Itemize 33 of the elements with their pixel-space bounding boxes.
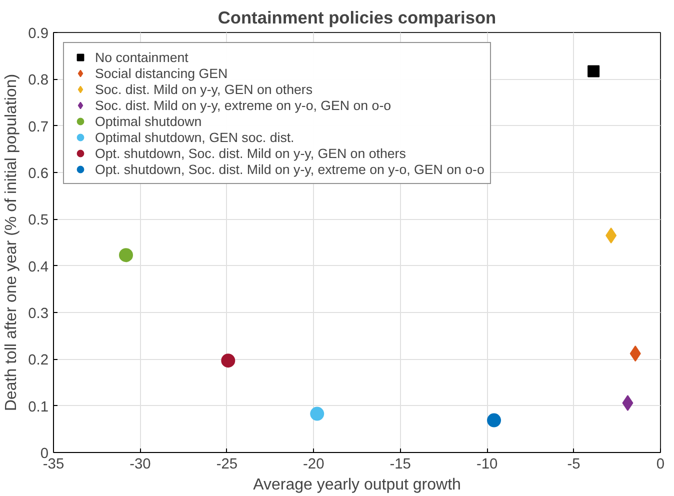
point (221, 354, 236, 368)
point (310, 406, 324, 421)
point (487, 413, 502, 428)
y-tick-label: 0.5 (28, 212, 48, 229)
legend-label: Optimal shutdown (95, 113, 202, 129)
y-axis-title: Death toll after one year (% of initial population) (3, 74, 20, 412)
point (606, 228, 617, 244)
x-tick-label: 0 (656, 456, 665, 472)
y-tick-label: 0.2 (28, 352, 48, 369)
y-tick-label: 0.6 (28, 166, 48, 182)
y-tick-label: 0.4 (28, 259, 48, 276)
x-axis-title: Average yearly output growth (253, 476, 461, 494)
legend-label: Soc. dist. Mild on y-y, GEN on others (95, 81, 313, 97)
point (118, 248, 133, 262)
y-tick-label: 0.8 (28, 72, 48, 89)
y-tick-label: 0.1 (28, 399, 48, 416)
x-tick-label: -25 (216, 456, 238, 472)
legend-label: No containment (95, 49, 188, 65)
legend-label: Social distancing GEN (95, 65, 228, 81)
x-tick-label: -5 (567, 456, 580, 472)
y-tick-label: 0.7 (28, 119, 48, 136)
x-tick-label: -20 (303, 456, 324, 472)
x-tick-label: -30 (130, 456, 151, 472)
point (588, 65, 600, 78)
legend-label: Optimal shutdown, GEN soc. dist. (95, 129, 294, 145)
legend-label: Soc. dist. Mild on y-y, extreme on y-o, GEN on o-o (95, 97, 392, 113)
y-tick-label: 0.9 (28, 26, 48, 42)
chart-title: Containment policies comparison (218, 8, 496, 28)
legend-label: Opt. shutdown, Soc. dist. Mild on y-y, extreme on y-o, GEN on o-o (95, 161, 484, 177)
x-tick-label: -10 (476, 456, 498, 472)
legend-label: Opt. shutdown, Soc. dist. Mild on y-y, GEN on others (95, 145, 406, 161)
x-tick-label: -15 (390, 456, 411, 472)
y-tick-label: 0.3 (28, 306, 48, 322)
